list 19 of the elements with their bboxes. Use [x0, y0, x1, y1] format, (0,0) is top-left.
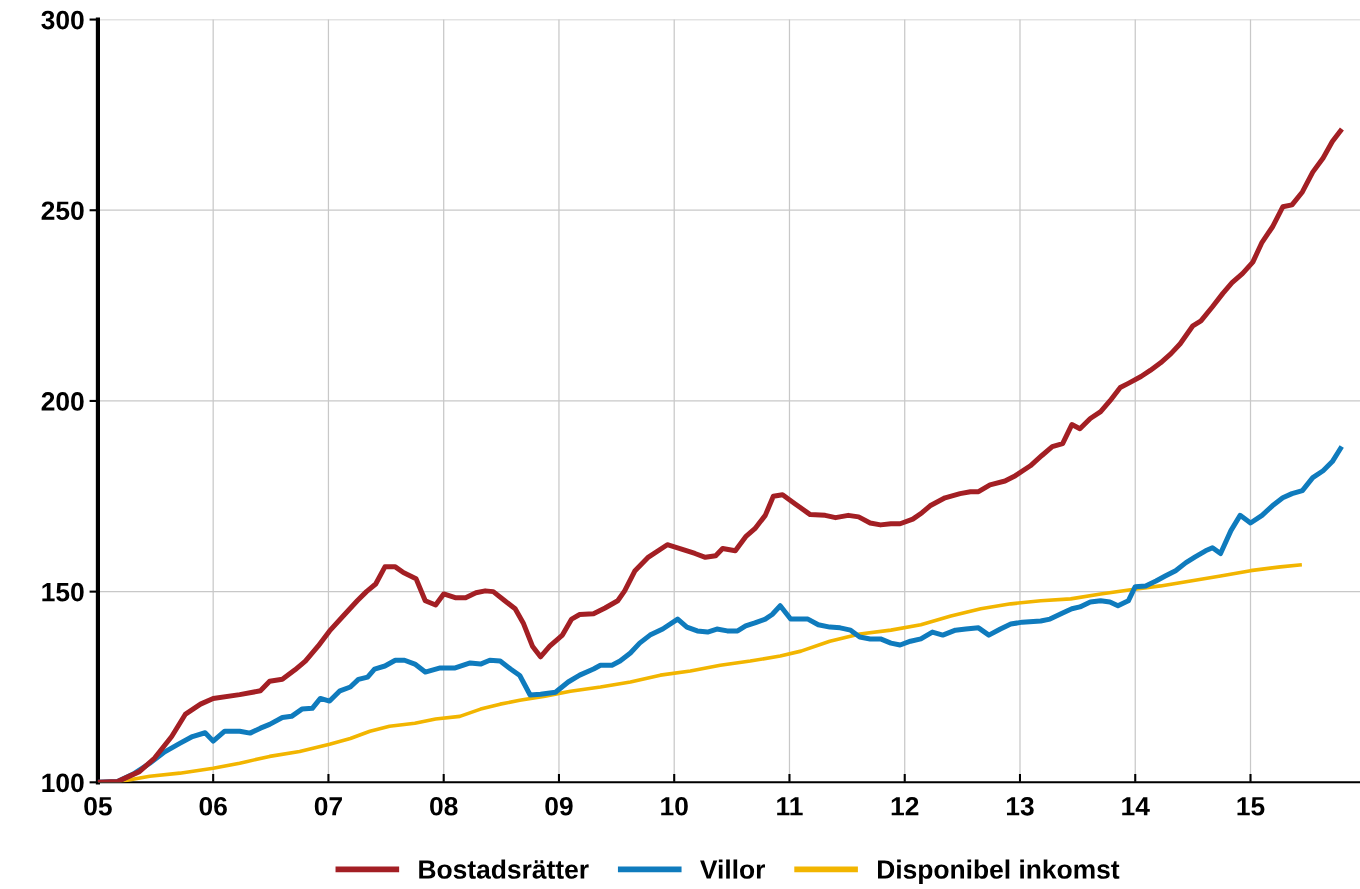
legend-label: Villor: [700, 859, 766, 879]
x-tick-label: 11: [777, 797, 803, 816]
y-tick-label: 100: [42, 773, 84, 793]
legend-label: Disponibel inkomst: [878, 859, 1120, 885]
x-tick-label: 15: [1237, 797, 1265, 816]
x-tick-label: 10: [661, 796, 688, 816]
y-tick-label: 200: [41, 392, 84, 411]
x-tick-label: 12: [891, 796, 919, 816]
x-tick-label: 09: [545, 796, 573, 816]
legend-label: Bostadsrätter: [419, 859, 589, 879]
x-tick-label: 14: [1122, 797, 1150, 816]
x-tick-label: 07: [314, 796, 342, 816]
y-tick-label: 150: [42, 582, 84, 602]
x-tick-label: 06: [199, 796, 227, 816]
y-tick-label: 250: [41, 201, 84, 221]
x-tick-label: 08: [430, 796, 458, 816]
x-tick-label: 13: [1006, 796, 1034, 816]
y-tick-label: 300: [41, 10, 84, 30]
x-tick-label: 05: [84, 796, 112, 816]
